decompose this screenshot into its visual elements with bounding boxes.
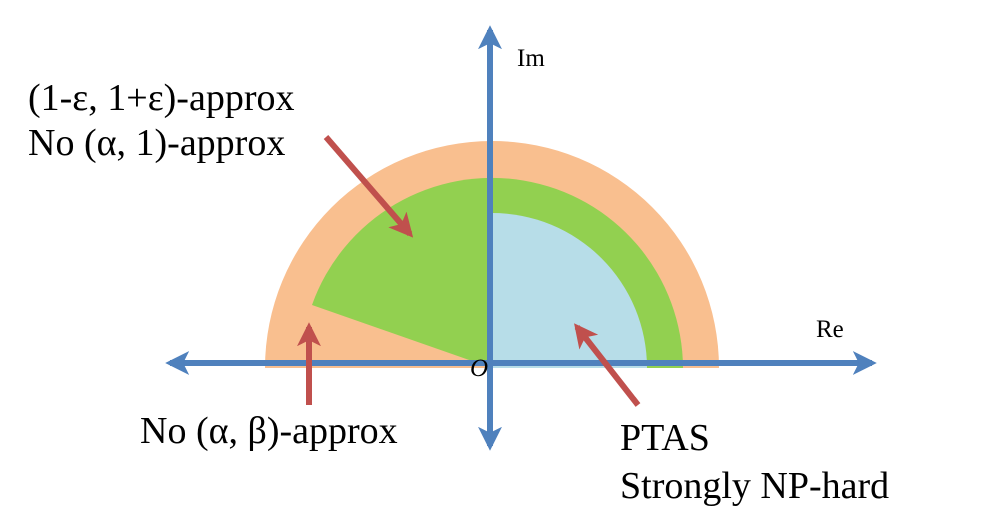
blue-region-pointer [574, 323, 641, 407]
inner-region [492, 213, 647, 368]
origin-label: O [470, 355, 489, 382]
blue-region-label-line1: PTAS [620, 417, 710, 459]
green-region-label-line1: (1-ε, 1+ε)-approx [28, 77, 295, 119]
green-region-label-line2: No (α, 1)-approx [28, 122, 286, 164]
green-region-pointer [323, 135, 414, 238]
orange-region-label: No (α, β)-approx [140, 410, 398, 452]
im-axis-label: Im [517, 45, 545, 72]
re-axis-label: Re [816, 316, 844, 343]
blue-region-label-line2: Strongly NP-hard [620, 465, 890, 507]
